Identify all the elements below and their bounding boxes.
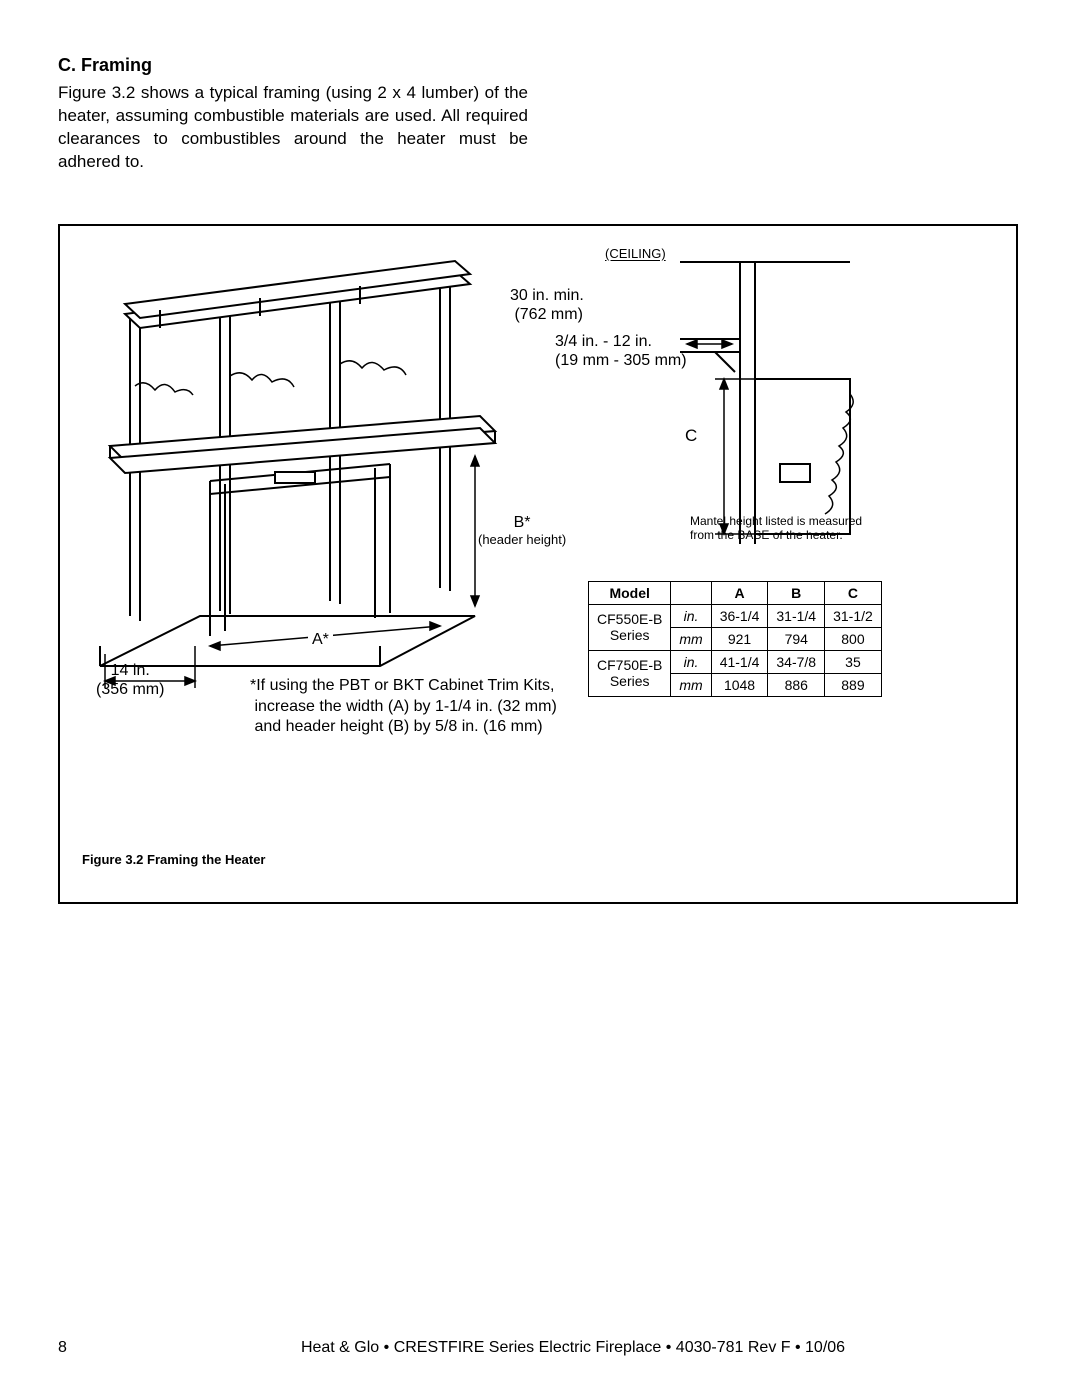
model-line2: Series bbox=[610, 673, 650, 689]
page-footer: 8 Heat & Glo • CRESTFIRE Series Electric… bbox=[58, 1339, 1018, 1357]
trim-note-line2: increase the width (A) by 1-1/4 in. (32 … bbox=[254, 698, 556, 715]
mantel-note-line1: Mantel height listed is measured bbox=[690, 514, 862, 528]
dim-14in: 14 in. (356 mm) bbox=[96, 661, 164, 699]
dim-14in-line2: (356 mm) bbox=[96, 681, 164, 698]
table-row: CF550E-B Series in. 36-1/4 31-1/4 31-1/2 bbox=[589, 604, 882, 627]
th-model: Model bbox=[589, 581, 671, 604]
model-line2: Series bbox=[610, 627, 650, 643]
cell-a: 921 bbox=[711, 627, 768, 650]
body-paragraph: Figure 3.2 shows a typical framing (usin… bbox=[58, 82, 528, 174]
footer-text: Heat & Glo • CRESTFIRE Series Electric F… bbox=[128, 1339, 1018, 1357]
trim-kit-note: *If using the PBT or BKT Cabinet Trim Ki… bbox=[250, 676, 600, 738]
dim-34in: 3/4 in. - 12 in. (19 mm - 305 mm) bbox=[555, 332, 687, 370]
cell-unit: in. bbox=[671, 650, 711, 673]
dim-34in-line2: (19 mm - 305 mm) bbox=[555, 352, 687, 369]
table-header-row: Model A B C bbox=[589, 581, 882, 604]
cell-a: 1048 bbox=[711, 673, 768, 696]
dim-34in-line1: 3/4 in. - 12 in. bbox=[555, 333, 652, 350]
th-b: B bbox=[768, 581, 825, 604]
table-row: CF750E-B Series in. 41-1/4 34-7/8 35 bbox=[589, 650, 882, 673]
th-unit bbox=[671, 581, 711, 604]
cell-unit: mm bbox=[671, 673, 711, 696]
dim-30in-line1: 30 in. min. bbox=[510, 287, 584, 304]
dim-30in-line2: (762 mm) bbox=[514, 306, 582, 323]
cell-unit: mm bbox=[671, 627, 711, 650]
cell-b: 886 bbox=[768, 673, 825, 696]
cell-c: 889 bbox=[825, 673, 882, 696]
cell-c: 31-1/2 bbox=[825, 604, 882, 627]
cell-b: 31-1/4 bbox=[768, 604, 825, 627]
th-a: A bbox=[711, 581, 768, 604]
cell-unit: in. bbox=[671, 604, 711, 627]
cell-b: 34-7/8 bbox=[768, 650, 825, 673]
th-c: C bbox=[825, 581, 882, 604]
cell-b: 794 bbox=[768, 627, 825, 650]
model-line1: CF550E-B bbox=[597, 611, 662, 627]
page-number: 8 bbox=[58, 1339, 128, 1357]
page-content: C. Framing Figure 3.2 shows a typical fr… bbox=[0, 0, 1080, 904]
dim-30in: 30 in. min. (762 mm) bbox=[510, 286, 584, 324]
cell-a: 36-1/4 bbox=[711, 604, 768, 627]
figure-3-2: (CEILING) 30 in. min. (762 mm) 3/4 in. -… bbox=[58, 224, 1018, 904]
dim-14in-line1: 14 in. bbox=[111, 662, 150, 679]
section-title: C. Framing bbox=[58, 55, 1022, 76]
mantel-note-line2: from the BASE of the heater. bbox=[690, 528, 843, 542]
a-label: A* bbox=[308, 631, 333, 649]
cell-c: 35 bbox=[825, 650, 882, 673]
trim-note-line1: *If using the PBT or BKT Cabinet Trim Ki… bbox=[250, 677, 554, 694]
b-label-text: B* bbox=[514, 514, 531, 531]
dimensions-table: Model A B C CF550E-B Series in. 36-1/4 3… bbox=[588, 581, 882, 697]
cell-model: CF750E-B Series bbox=[589, 650, 671, 696]
ceiling-label: (CEILING) bbox=[605, 246, 666, 261]
c-label: C bbox=[685, 426, 697, 446]
cell-model: CF550E-B Series bbox=[589, 604, 671, 650]
figure-caption: Figure 3.2 Framing the Heater bbox=[82, 852, 266, 867]
mantel-note: Mantel height listed is measured from th… bbox=[690, 514, 910, 543]
cell-c: 800 bbox=[825, 627, 882, 650]
model-line1: CF750E-B bbox=[597, 657, 662, 673]
b-label: B* (header height) bbox=[478, 514, 566, 549]
b-label-sub: (header height) bbox=[478, 532, 566, 547]
cell-a: 41-1/4 bbox=[711, 650, 768, 673]
trim-note-line3: and header height (B) by 5/8 in. (16 mm) bbox=[254, 718, 542, 735]
